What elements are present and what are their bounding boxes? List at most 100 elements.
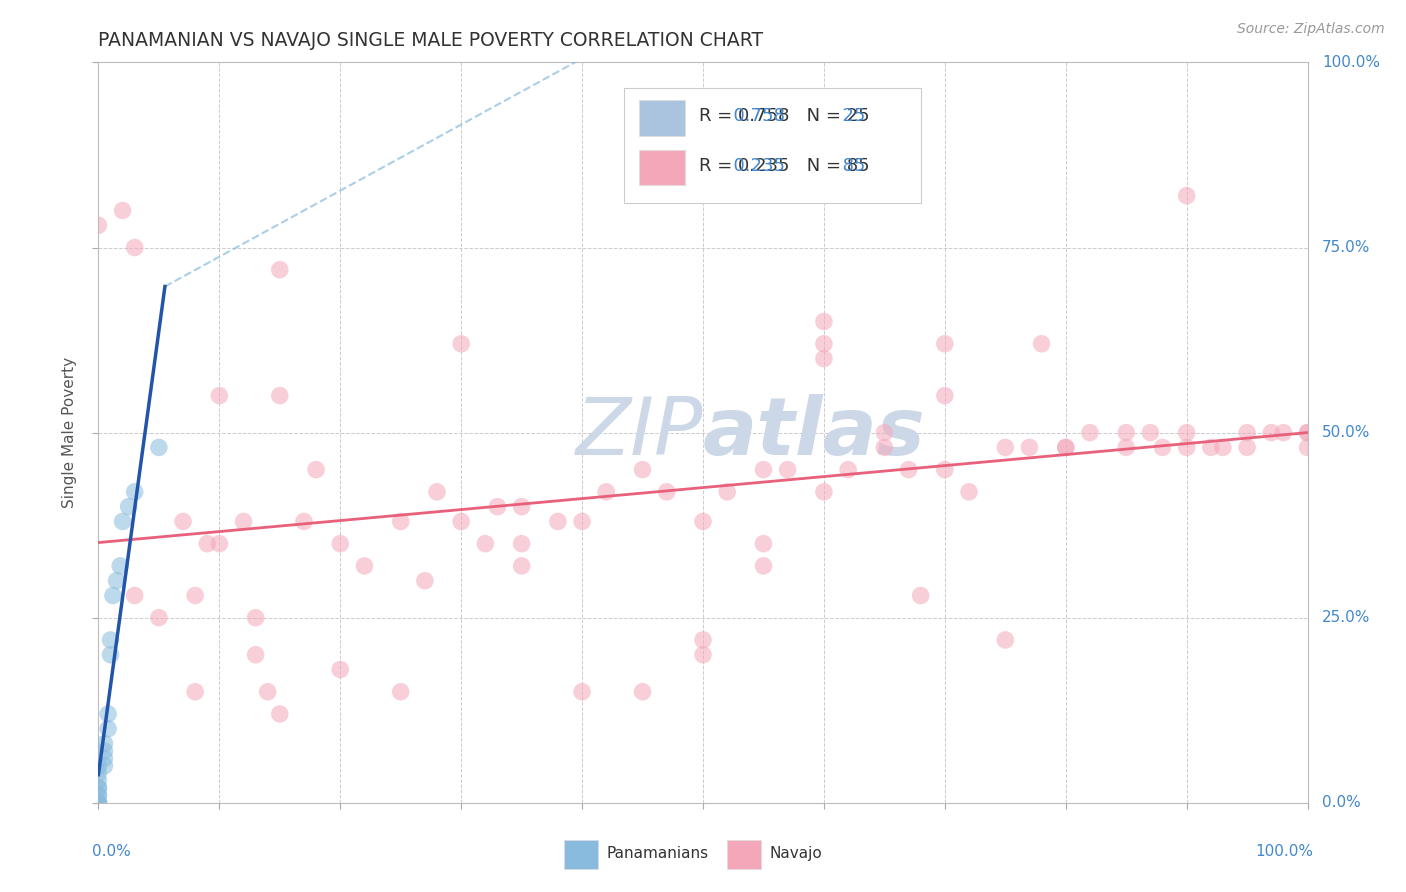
Point: [1152, 441, 1174, 455]
Point: [595, 484, 617, 499]
Point: [873, 441, 896, 455]
Text: 100.0%: 100.0%: [1256, 844, 1313, 858]
Point: [655, 484, 678, 499]
Y-axis label: Single Male Poverty: Single Male Poverty: [62, 357, 77, 508]
Point: [269, 706, 291, 721]
Text: 25.0%: 25.0%: [1322, 610, 1371, 625]
Point: [353, 558, 375, 573]
Point: [1031, 336, 1053, 351]
Point: [1296, 425, 1319, 440]
Point: [1296, 441, 1319, 455]
Point: [934, 336, 956, 351]
Text: atlas: atlas: [703, 393, 925, 472]
Point: [87, 773, 110, 788]
Point: [100, 648, 122, 662]
Text: Source: ZipAtlas.com: Source: ZipAtlas.com: [1237, 22, 1385, 37]
Point: [1236, 425, 1258, 440]
Point: [752, 536, 775, 550]
Point: [87, 796, 110, 810]
Point: [510, 536, 533, 550]
Bar: [564, 840, 598, 870]
Bar: [638, 150, 685, 186]
Text: PANAMANIAN VS NAVAJO SINGLE MALE POVERTY CORRELATION CHART: PANAMANIAN VS NAVAJO SINGLE MALE POVERTY…: [98, 30, 763, 50]
Point: [208, 536, 231, 550]
Point: [87, 219, 110, 233]
Point: [87, 758, 110, 772]
Point: [474, 536, 496, 550]
Point: [1296, 425, 1319, 440]
Point: [87, 780, 110, 795]
Text: Panamanians: Panamanians: [606, 846, 709, 861]
Text: Navajo: Navajo: [769, 846, 823, 861]
Point: [934, 388, 956, 402]
Point: [910, 589, 932, 603]
Point: [897, 462, 920, 476]
Point: [1115, 425, 1137, 440]
Point: [87, 789, 110, 803]
Point: [269, 262, 291, 277]
Point: [776, 462, 799, 476]
Point: [105, 574, 128, 588]
Bar: [727, 840, 761, 870]
Point: [111, 515, 134, 529]
Text: 0.0%: 0.0%: [1322, 796, 1361, 810]
Point: [957, 484, 980, 499]
Point: [292, 515, 315, 529]
Point: [100, 632, 122, 647]
Point: [172, 515, 194, 529]
Point: [1236, 441, 1258, 455]
Point: [752, 558, 775, 573]
Text: ZIP: ZIP: [575, 393, 703, 472]
Point: [245, 648, 267, 662]
Point: [571, 685, 593, 699]
Point: [148, 441, 170, 455]
Point: [994, 441, 1017, 455]
Point: [93, 737, 115, 751]
Point: [93, 758, 115, 772]
Point: [547, 515, 569, 529]
Point: [124, 240, 146, 255]
Point: [1175, 425, 1198, 440]
Point: [450, 336, 472, 351]
Point: [934, 462, 956, 476]
Point: [837, 462, 859, 476]
Point: [510, 500, 533, 514]
Point: [813, 484, 835, 499]
Point: [873, 425, 896, 440]
Point: [245, 610, 267, 624]
Point: [510, 558, 533, 573]
Point: [389, 685, 412, 699]
Point: [1272, 425, 1295, 440]
Point: [184, 589, 207, 603]
Text: 75.0%: 75.0%: [1322, 240, 1371, 255]
Point: [426, 484, 449, 499]
Bar: [638, 100, 685, 136]
Point: [1078, 425, 1101, 440]
Point: [813, 336, 835, 351]
Point: [450, 515, 472, 529]
Point: [1139, 425, 1161, 440]
Point: [329, 536, 352, 550]
Text: 0.0%: 0.0%: [93, 844, 131, 858]
Point: [93, 751, 115, 765]
Point: [208, 388, 231, 402]
Point: [752, 462, 775, 476]
Point: [486, 500, 509, 514]
Point: [413, 574, 436, 588]
Text: R = 0.758   N = 25: R = 0.758 N = 25: [699, 108, 870, 126]
Point: [118, 500, 141, 514]
Point: [1199, 441, 1222, 455]
Point: [1054, 441, 1077, 455]
Point: [716, 484, 738, 499]
Point: [692, 648, 714, 662]
Point: [1018, 441, 1040, 455]
Point: [994, 632, 1017, 647]
Point: [813, 351, 835, 366]
Point: [1212, 441, 1234, 455]
Point: [813, 314, 835, 328]
Point: [87, 780, 110, 795]
Point: [631, 685, 654, 699]
Point: [124, 589, 146, 603]
Point: [97, 706, 120, 721]
Point: [1054, 441, 1077, 455]
